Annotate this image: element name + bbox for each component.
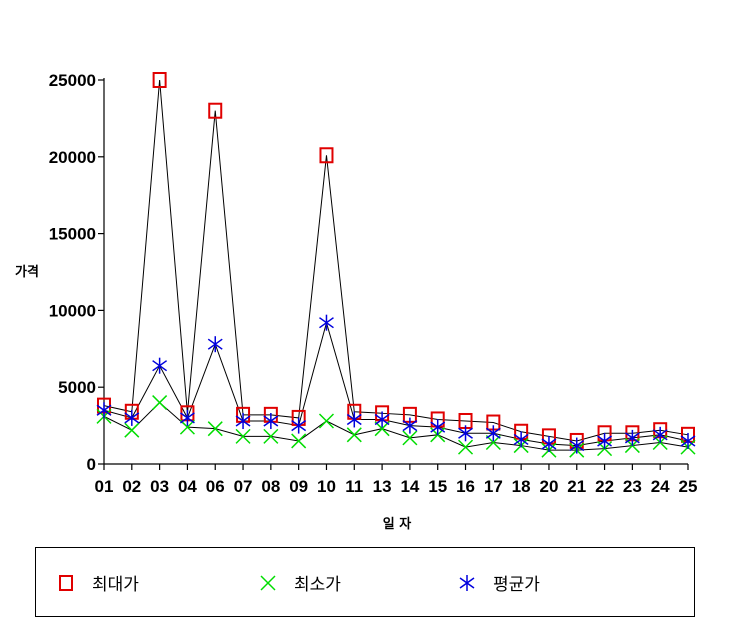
- x-tick-label: 11: [345, 477, 363, 496]
- x-tick-label: 03: [150, 477, 169, 496]
- data-point-asterisk: [485, 425, 501, 442]
- series-line-1: [103, 401, 689, 451]
- data-point-x: [179, 419, 195, 435]
- x-tick-label: 13: [373, 477, 392, 496]
- data-point-asterisk: [207, 336, 223, 353]
- legend-item-min: 최소가: [260, 570, 341, 595]
- legend-item-avg: 평균가: [459, 570, 540, 595]
- x-tick-label: 10: [317, 477, 336, 496]
- series-line-2: [103, 320, 689, 447]
- x-tick-label: 04: [178, 477, 197, 496]
- data-point-asterisk: [624, 429, 640, 446]
- x-tick-label: 18: [512, 477, 531, 496]
- y-tick-label: 0: [87, 455, 96, 474]
- x-tick-label: 24: [651, 477, 670, 496]
- data-point-x: [263, 428, 279, 444]
- x-tick-label: 16: [456, 477, 475, 496]
- y-tick-label: 15000: [49, 225, 96, 244]
- data-point-square: [152, 72, 167, 88]
- x-tick-label: 06: [206, 477, 225, 496]
- axes: 0 5000 10000 15000 20000 25000 01 02 03 04 06 07 08 0…: [49, 71, 698, 496]
- data-point-asterisk: [319, 314, 334, 331]
- x-tick-label: 15: [428, 477, 447, 496]
- legend-item-max: 최대가: [58, 570, 139, 595]
- asterisk-marker-icon: [459, 574, 475, 591]
- data-point-asterisk: [346, 411, 362, 428]
- data-point-x: [346, 427, 362, 443]
- data-point-asterisk: [291, 417, 307, 434]
- y-tick-label: 5000: [58, 378, 96, 397]
- y-axis-title: 가격: [15, 265, 39, 280]
- data-point-x: [374, 421, 390, 437]
- data-point-x: [318, 413, 335, 429]
- y-tick-label: 25000: [49, 71, 96, 90]
- series-lines: [103, 79, 689, 451]
- legend-label-avg: 평균가: [493, 575, 540, 595]
- legend-label-max: 최대가: [92, 575, 139, 595]
- x-tick-label: 20: [539, 477, 558, 496]
- data-point-asterisk: [96, 402, 112, 419]
- data-point-x: [207, 421, 223, 437]
- data-point-asterisk: [179, 409, 195, 426]
- x-tick-label: 21: [567, 477, 586, 496]
- series-line-0: [103, 79, 689, 442]
- data-point-square: [319, 147, 334, 164]
- data-point-asterisk: [263, 412, 279, 429]
- x-tick-label: 25: [679, 477, 698, 496]
- data-point-asterisk: [374, 411, 390, 428]
- data-point-asterisk: [152, 357, 168, 374]
- y-tick-label: 10000: [49, 301, 96, 320]
- data-point-asterisk: [597, 432, 613, 449]
- x-tick-label: 07: [234, 477, 253, 496]
- data-point-x: [485, 434, 501, 451]
- data-point-asterisk: [513, 431, 529, 448]
- x-tick-label: 02: [122, 477, 141, 496]
- legend-label-min: 최소가: [294, 575, 341, 595]
- data-point-asterisk: [124, 409, 140, 426]
- x-tick-label: 09: [289, 477, 308, 496]
- series-markers: [96, 72, 696, 458]
- square-marker-icon: [59, 574, 73, 591]
- line-chart: 가격 일 자 0 5000 10000 15000 20000 25000 01 02 03 04…: [15, 71, 698, 532]
- y-tick-label: 20000: [49, 148, 96, 167]
- x-tick-label: 14: [400, 477, 419, 496]
- data-point-asterisk: [569, 437, 585, 454]
- data-point-x: [457, 439, 474, 455]
- x-tick-label: 22: [595, 477, 614, 496]
- data-point-asterisk: [652, 426, 668, 443]
- x-tick-label: 01: [95, 477, 114, 496]
- x-marker-icon: [260, 574, 276, 591]
- x-tick-label: 23: [623, 477, 642, 496]
- legend: 최대가 최소가 평균가: [35, 547, 695, 617]
- data-point-asterisk: [458, 425, 473, 442]
- data-point-x: [235, 428, 251, 444]
- x-axis-title: 일 자: [383, 517, 411, 532]
- data-point-x: [291, 433, 307, 449]
- x-tick-label: 08: [261, 477, 280, 496]
- data-point-asterisk: [680, 432, 696, 449]
- x-tick-label: 17: [484, 477, 503, 496]
- data-point-asterisk: [541, 436, 557, 453]
- data-point-x: [402, 430, 418, 446]
- data-point-square: [208, 102, 223, 119]
- data-point-x: [124, 422, 140, 438]
- data-point-asterisk: [402, 417, 418, 434]
- data-point-asterisk: [235, 412, 251, 429]
- data-point-asterisk: [430, 419, 446, 436]
- data-point-x: [152, 395, 168, 411]
